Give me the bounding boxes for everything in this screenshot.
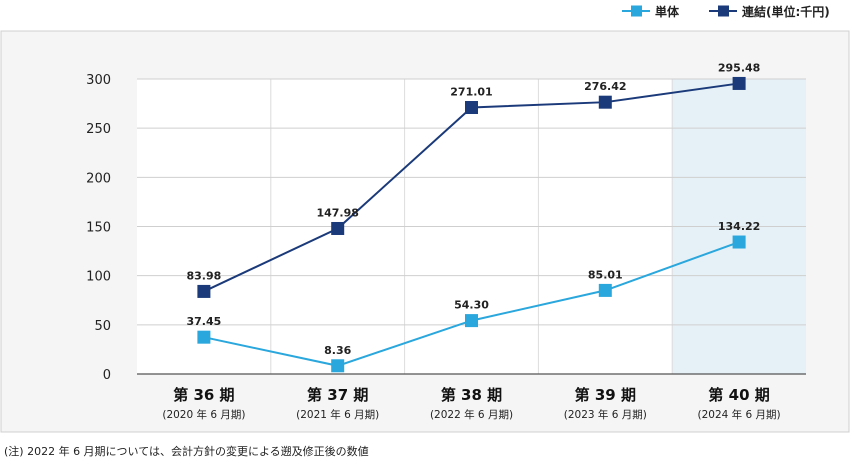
data-point-marker <box>465 314 478 328</box>
data-label: 295.48 <box>718 61 760 74</box>
legend-label: 連結(単位:千円) <box>742 4 830 19</box>
x-category-label: 第 36 期 <box>173 386 234 404</box>
legend-label: 単体 <box>655 4 680 19</box>
data-label: 8.36 <box>324 344 351 357</box>
data-label: 54.30 <box>454 299 489 312</box>
data-point-marker <box>598 95 612 109</box>
x-category-label: 第 38 期 <box>441 386 502 404</box>
footnote: (注) 2022 年 6 月期については、会計方針の変更による遡及修正後の数値 <box>4 445 369 458</box>
x-category-sublabel: (2020 年 6 月期) <box>162 408 245 421</box>
y-tick-label: 50 <box>94 319 111 334</box>
data-label: 147.98 <box>316 206 358 219</box>
x-category-label: 第 40 期 <box>708 386 769 404</box>
y-tick-label: 150 <box>86 221 111 236</box>
data-point-marker <box>732 76 746 90</box>
legend-marker <box>718 5 729 17</box>
data-point-marker <box>197 284 211 298</box>
x-category-sublabel: (2023 年 6 月期) <box>564 408 647 421</box>
x-category-sublabel: (2024 年 6 月期) <box>698 408 781 421</box>
x-category-sublabel: (2021 年 6 月期) <box>296 408 379 421</box>
x-category-label: 第 39 期 <box>575 386 636 404</box>
data-label: 37.45 <box>187 315 222 328</box>
legend: 単体 連結(単位:千円) <box>622 4 830 19</box>
x-category-label: 第 37 期 <box>307 386 368 404</box>
y-tick-label: 100 <box>86 270 111 285</box>
data-label: 134.22 <box>718 220 760 233</box>
data-point-marker <box>732 235 746 249</box>
legend-marker <box>631 5 642 17</box>
y-tick-label: 0 <box>103 368 111 383</box>
data-label: 271.01 <box>450 86 492 99</box>
data-label: 276.42 <box>584 80 626 93</box>
data-point-marker <box>465 101 478 115</box>
x-category-sublabel: (2022 年 6 月期) <box>430 408 513 421</box>
data-label: 83.98 <box>187 269 222 282</box>
data-point-marker <box>598 283 612 297</box>
y-tick-label: 300 <box>86 73 111 88</box>
data-label: 85.01 <box>588 268 623 281</box>
data-point-marker <box>197 330 211 344</box>
y-tick-label: 250 <box>86 122 111 137</box>
data-point-marker <box>331 221 345 235</box>
y-tick-label: 200 <box>86 171 111 186</box>
data-point-marker <box>331 359 345 373</box>
